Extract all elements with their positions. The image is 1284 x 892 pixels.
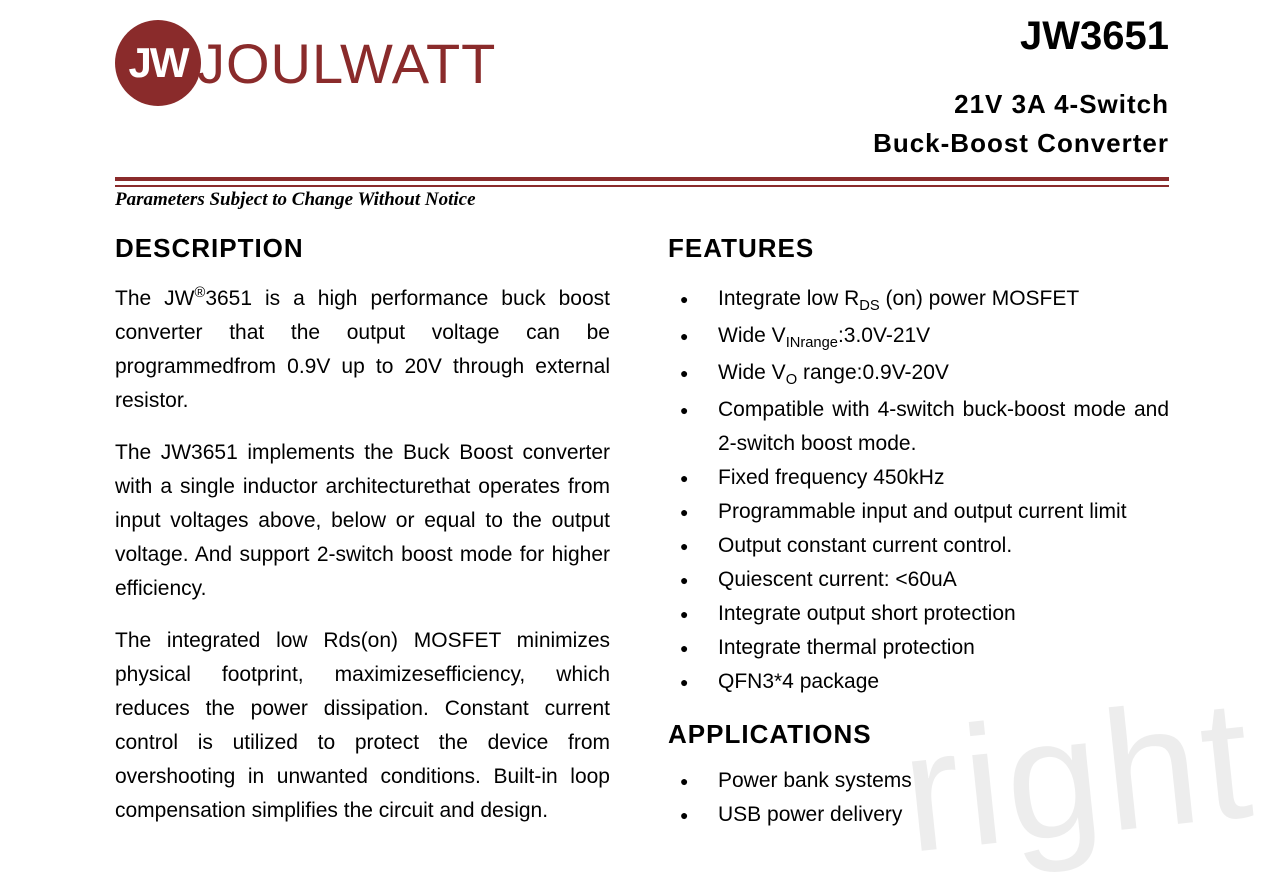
brand-logo: JW JOULWATT [115, 20, 496, 106]
feature-item: Integrate low RDS (on) power MOSFET [668, 282, 1169, 319]
part-number: JW3651 [873, 14, 1169, 59]
description-para-2: The JW3651 implements the Buck Boost con… [115, 436, 610, 606]
feature-item: QFN3*4 package [668, 665, 1169, 699]
description-para-1: The JW®3651 is a high performance buck b… [115, 282, 610, 418]
logo-badge: JW [115, 20, 201, 106]
feature-item: Programmable input and output current li… [668, 495, 1169, 529]
description-heading: DESCRIPTION [115, 233, 610, 264]
feature-item: Wide VO range:0.9V-20V [668, 356, 1169, 393]
features-list: Integrate low RDS (on) power MOSFET Wide… [668, 282, 1169, 699]
title-block: JW3651 21V 3A 4-Switch Buck-Boost Conver… [873, 14, 1169, 163]
feature-item: Integrate thermal protection [668, 631, 1169, 665]
content-columns: DESCRIPTION The JW®3651 is a high perfor… [115, 233, 1169, 832]
logo-wordmark: JOULWATT [197, 31, 496, 96]
feature-item: Fixed frequency 450kHz [668, 461, 1169, 495]
feature-item: Integrate output short protection [668, 597, 1169, 631]
subtitle-line-2: Buck-Boost Converter [873, 124, 1169, 163]
features-column: FEATURES Integrate low RDS (on) power MO… [668, 233, 1169, 832]
header-rule [115, 177, 1169, 187]
application-item: USB power delivery [668, 798, 1169, 832]
applications-list: Power bank systems USB power delivery [668, 764, 1169, 832]
feature-item: Wide VINrange:3.0V-21V [668, 319, 1169, 356]
subtitle-line-1: 21V 3A 4-Switch [873, 85, 1169, 124]
applications-heading: APPLICATIONS [668, 719, 1169, 750]
application-item: Power bank systems [668, 764, 1169, 798]
features-heading: FEATURES [668, 233, 1169, 264]
description-para-3: The integrated low Rds(on) MOSFET minimi… [115, 624, 610, 828]
header: JW JOULWATT JW3651 21V 3A 4-Switch Buck-… [115, 20, 1169, 163]
feature-item: Compatible with 4-switch buck-boost mode… [668, 393, 1169, 461]
product-subtitle: 21V 3A 4-Switch Buck-Boost Converter [873, 85, 1169, 163]
feature-item: Quiescent current: <60uA [668, 563, 1169, 597]
description-column: DESCRIPTION The JW®3651 is a high perfor… [115, 233, 610, 832]
change-notice: Parameters Subject to Change Without Not… [115, 189, 1169, 211]
feature-item: Output constant current control. [668, 529, 1169, 563]
